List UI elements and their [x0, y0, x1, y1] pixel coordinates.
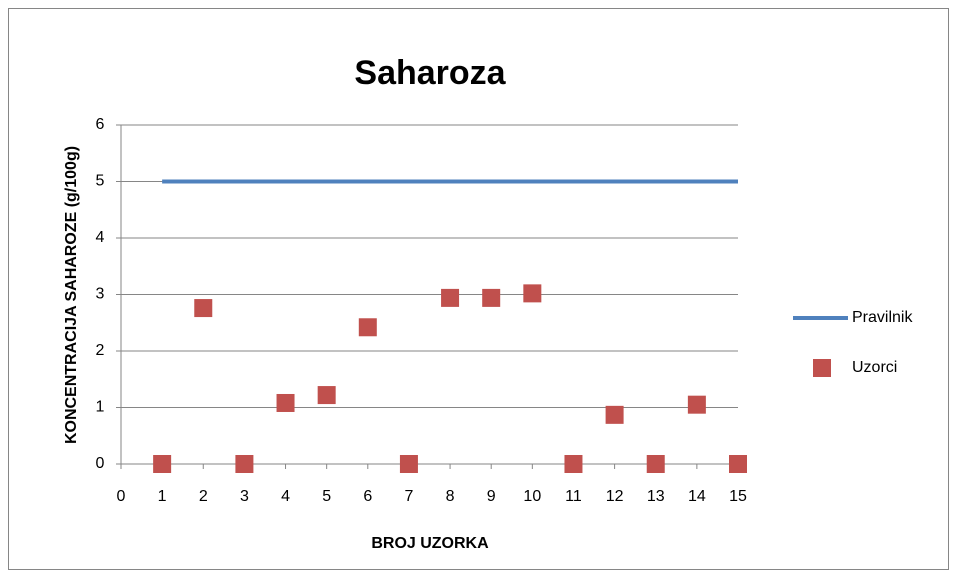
marker [441, 288, 460, 307]
x-tick-label: 4 [281, 488, 290, 505]
x-tick-label: 12 [606, 488, 624, 505]
x-tick-label: 6 [363, 488, 372, 505]
x-tick-label: 5 [322, 488, 331, 505]
marker [523, 284, 542, 303]
y-tick-label: 4 [96, 229, 105, 246]
marker [399, 455, 418, 473]
x-tick-label: 1 [158, 488, 167, 505]
x-tick-label: 0 [117, 488, 126, 505]
y-tick-label: 2 [96, 342, 105, 359]
marker [564, 455, 583, 473]
x-tick-label: 2 [199, 488, 208, 505]
y-axis-label: KONCENTRACIJA SAHAROZE (g/100g) [63, 146, 80, 444]
y-tick-label: 0 [96, 455, 105, 472]
marker [646, 455, 665, 473]
y-tick-label: 3 [96, 286, 105, 303]
y-tick-label: 1 [96, 399, 105, 416]
y-tick-label: 6 [96, 116, 105, 133]
x-tick-label: 7 [404, 488, 413, 505]
x-tick-label: 15 [729, 488, 747, 505]
marker [153, 455, 172, 473]
x-tick-label: 14 [688, 488, 706, 505]
x-tick-label: 13 [647, 488, 665, 505]
legend-label: Uzorci [852, 359, 897, 376]
x-tick-label: 8 [446, 488, 455, 505]
marker [235, 455, 254, 473]
marker [317, 386, 336, 405]
x-tick-label: 10 [523, 488, 541, 505]
y-tick-label: 5 [96, 173, 105, 190]
legend-label: Pravilnik [852, 309, 913, 326]
marker [605, 405, 624, 424]
x-tick-label: 9 [487, 488, 496, 505]
chart-title: Saharoza [354, 54, 506, 92]
marker [482, 288, 501, 307]
chart-frame [8, 8, 949, 570]
marker [276, 393, 295, 412]
marker [358, 318, 377, 337]
x-axis-label: BROJ UZORKA [371, 535, 489, 552]
marker [729, 455, 747, 473]
x-tick-label: 11 [565, 488, 582, 505]
x-tick-label: 3 [240, 488, 249, 505]
legend-swatch [813, 359, 831, 377]
marker [194, 299, 213, 318]
marker [687, 395, 706, 414]
